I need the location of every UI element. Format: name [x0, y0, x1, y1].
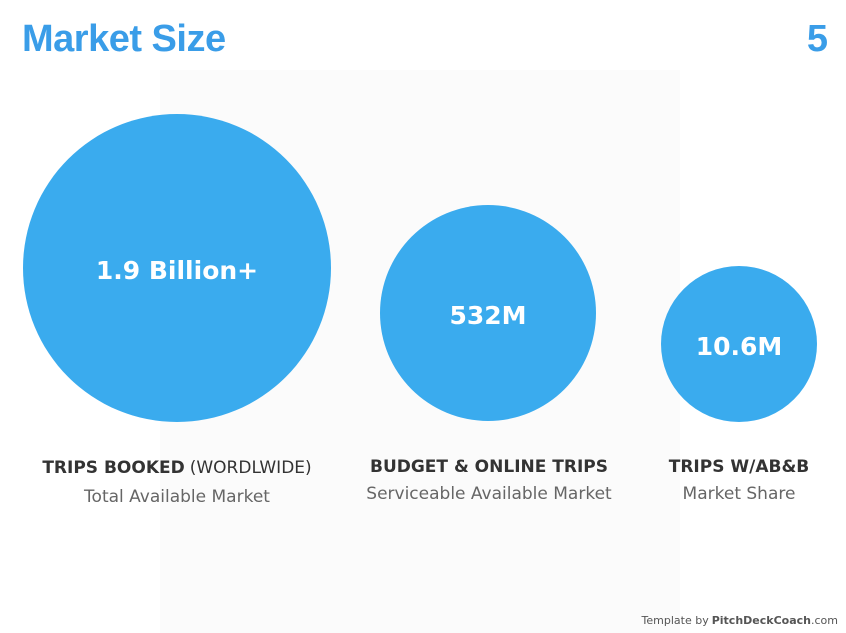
circle-value: 1.9 Billion+	[96, 256, 258, 285]
item-subtitle: Market Share	[682, 484, 796, 504]
label-main: TRIPS BOOKED	[42, 458, 185, 478]
slide-title: Market Size	[22, 18, 226, 60]
footer: Template by PitchDeckCoach.com	[642, 614, 838, 627]
page-number: 5	[806, 18, 828, 60]
item-subtitle: Serviceable Available Market	[366, 484, 612, 504]
circle-value: 10.6M	[696, 332, 783, 361]
item-label: BUDGET & ONLINE TRIPS	[369, 457, 608, 477]
item-label: TRIPS W/AB&B	[668, 457, 810, 477]
footer-suffix: .com	[811, 614, 838, 627]
circle-value: 532M	[449, 301, 526, 330]
circle	[661, 266, 817, 422]
footer-prefix: Template by	[641, 614, 709, 627]
circle	[380, 205, 596, 421]
label-note: (WORDLWIDE)	[189, 458, 312, 478]
item-subtitle: Total Available Market	[84, 487, 270, 507]
item-label: TRIPS BOOKED (WORDLWIDE)	[17, 458, 337, 478]
footer-brand: PitchDeckCoach	[711, 614, 811, 627]
circle	[23, 114, 331, 422]
